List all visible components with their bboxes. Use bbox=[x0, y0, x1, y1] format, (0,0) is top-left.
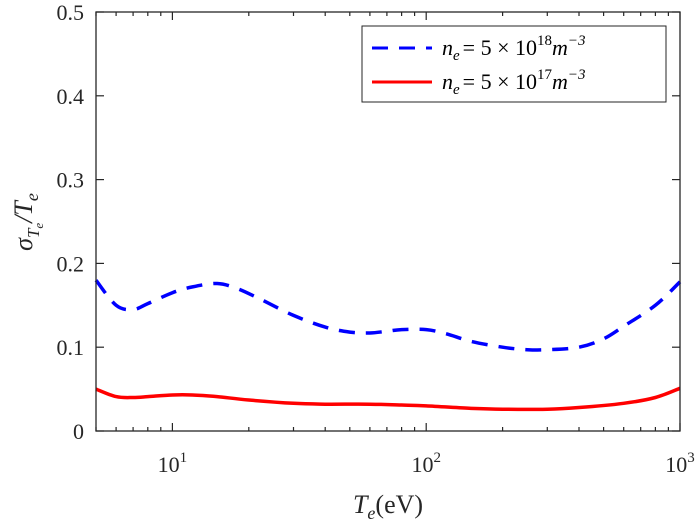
x-label-sub: e bbox=[367, 503, 375, 523]
y-tick-label: 0.4 bbox=[57, 84, 85, 109]
plot-frame bbox=[95, 11, 681, 432]
series-lines bbox=[94, 279, 682, 412]
series-line-1 bbox=[94, 279, 682, 352]
legend-label-series-1: ne = 5 × 1018m−3 bbox=[442, 33, 586, 64]
y-tick-label: 0.2 bbox=[57, 251, 85, 276]
y-label-subsub: e bbox=[31, 223, 46, 229]
y-axis-label: σTe/Te bbox=[9, 193, 46, 251]
x-tick-label: 101 bbox=[158, 450, 188, 477]
series-line-2 bbox=[95, 386, 681, 412]
y-label-slash: /T bbox=[9, 200, 38, 225]
x-axis-label: Te(eV) bbox=[353, 490, 423, 523]
y-label-sigma: σ bbox=[9, 237, 38, 251]
y-tick-label: 0.1 bbox=[57, 335, 85, 360]
x-axis: 101 102 103 bbox=[95, 12, 695, 477]
legend-box bbox=[361, 25, 667, 103]
y-tick-label: 0 bbox=[73, 419, 84, 444]
y-axis: 0 0.1 0.2 0.3 0.4 0.5 bbox=[57, 0, 680, 444]
legend-label-series-2: ne = 5 × 1017m−3 bbox=[442, 67, 586, 98]
x-tick-label: 102 bbox=[411, 450, 441, 477]
y-label-tail: e bbox=[22, 193, 42, 201]
x-label-unit: (eV) bbox=[375, 490, 423, 519]
y-tick-label: 0.3 bbox=[57, 168, 85, 193]
legend: ne = 5 × 1018m−3 ne = 5 × 1017m−3 bbox=[361, 25, 667, 103]
x-tick-label: 103 bbox=[665, 450, 695, 477]
x-label-main: T bbox=[353, 490, 369, 519]
y-label-sub: T bbox=[24, 227, 43, 238]
y-tick-label: 0.5 bbox=[57, 0, 85, 25]
